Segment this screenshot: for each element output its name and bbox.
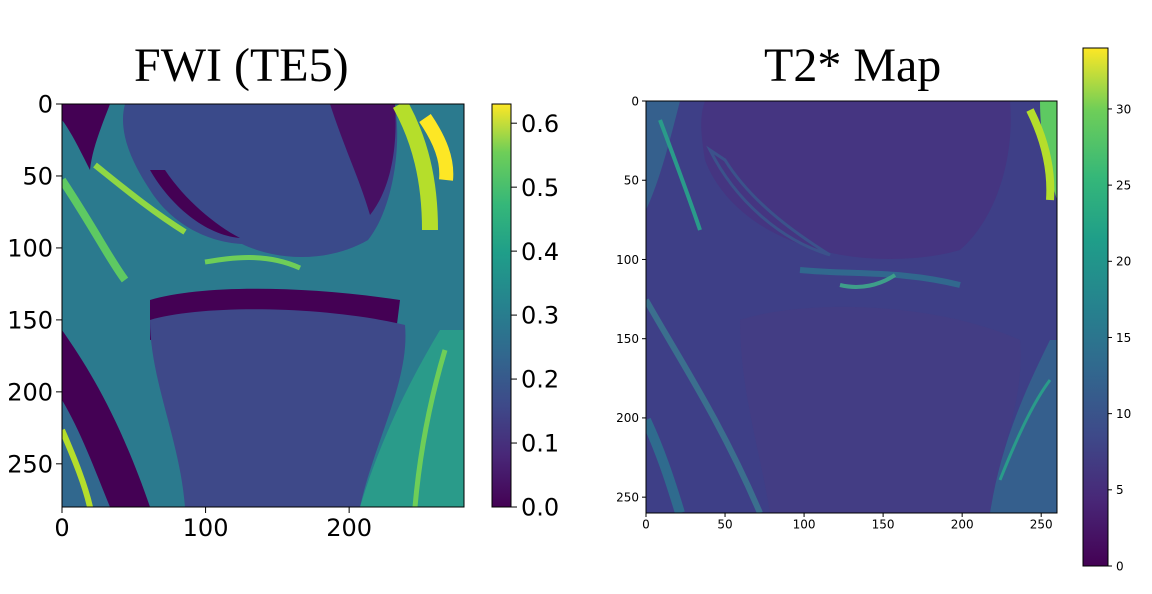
- t2star-cbar-tick-label: 15: [1116, 331, 1131, 345]
- t2star-cbar-tick-label: 20: [1116, 255, 1131, 269]
- fwi-axes-frame: [61, 103, 465, 508]
- fwi-cbar-tick-label: 0.5: [521, 174, 559, 202]
- t2star-cbar-tick-label: 0: [1116, 559, 1124, 573]
- t2star-ytick-label: 50: [624, 174, 639, 188]
- fwi-ytick-label: 250: [7, 450, 53, 478]
- t2star-axes-frame: [645, 100, 1058, 514]
- t2star-cbar-tick-label: 25: [1116, 178, 1131, 192]
- t2star-ytick-label: 0: [631, 94, 639, 108]
- fwi-cbar-tick-label: 0.4: [521, 238, 559, 266]
- fwi-panel-title: FWI (TE5): [134, 39, 349, 92]
- t2star-xtick-label: 250: [1030, 517, 1053, 531]
- fwi-xtick-label: 200: [326, 514, 372, 542]
- t2star-colorbar-ticks: 0 5 10 15 20 25 30: [1108, 102, 1131, 573]
- fwi-xtick-label: 0: [54, 514, 69, 542]
- t2star-cbar-tick-label: 10: [1116, 407, 1131, 421]
- fwi-ytick-label: 0: [38, 91, 53, 119]
- t2star-xtick-label: 50: [717, 517, 732, 531]
- t2star-xtick-label: 0: [642, 517, 650, 531]
- fwi-cbar-tick-label: 0.2: [521, 366, 559, 394]
- t2star-xtick-label: 100: [793, 517, 816, 531]
- fwi-cbar-tick-label: 0.3: [521, 302, 559, 330]
- fwi-ytick-label: 50: [22, 163, 53, 191]
- fwi-colorbar: [492, 104, 511, 507]
- fwi-ytick-label: 100: [7, 235, 53, 263]
- t2star-ytick-label: 200: [616, 411, 639, 425]
- fwi-cbar-tick-label: 0.6: [521, 110, 559, 138]
- t2star-ytick-label: 150: [616, 332, 639, 346]
- t2star-colorbar-frame: [1082, 47, 1109, 567]
- fwi-ytick-label: 150: [7, 307, 53, 335]
- t2star-ytick-label: 250: [616, 490, 639, 504]
- t2star-colorbar: [1083, 48, 1108, 566]
- t2star-panel-title: T2* Map: [764, 39, 942, 92]
- fwi-colorbar-frame: [491, 103, 512, 508]
- fwi-colorbar-ticks: 0.0 0.1 0.2 0.3 0.4 0.5 0.6: [511, 110, 559, 522]
- t2star-xtick-label: 200: [951, 517, 974, 531]
- t2star-ytick-label: 100: [616, 253, 639, 267]
- fwi-heatmap-image: [62, 104, 464, 507]
- t2star-cbar-tick-label: 5: [1116, 483, 1124, 497]
- t2star-heatmap-image: [646, 101, 1057, 513]
- fwi-axis-ticks: 0 100 200 0 50 100 150 200 250: [7, 91, 372, 542]
- t2star-xtick-label: 150: [872, 517, 895, 531]
- fwi-cbar-tick-label: 0.1: [521, 430, 559, 458]
- fwi-xtick-label: 100: [183, 514, 229, 542]
- fwi-cbar-tick-label: 0.0: [521, 494, 559, 522]
- fwi-ytick-label: 200: [7, 378, 53, 406]
- t2star-cbar-tick-label: 30: [1116, 102, 1131, 116]
